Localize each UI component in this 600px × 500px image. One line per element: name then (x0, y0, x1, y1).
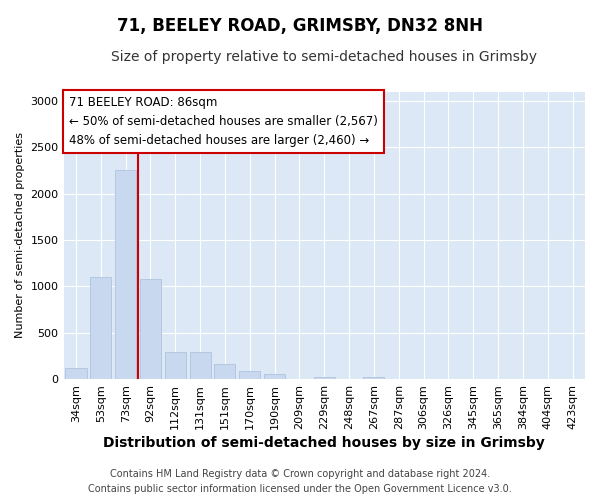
Bar (264, 374, 285, 379)
Text: 71 BEELEY ROAD: 86sqm
← 50% of semi-detached houses are smaller (2,567)
48% of s: 71 BEELEY ROAD: 86sqm ← 50% of semi-deta… (69, 96, 377, 147)
Bar (65, 368, 86, 379)
Bar (364, 377, 385, 379)
Bar (140, 280, 161, 379)
Title: Size of property relative to semi-detached houses in Grimsby: Size of property relative to semi-detach… (111, 50, 537, 64)
Text: Contains HM Land Registry data © Crown copyright and database right 2024.
Contai: Contains HM Land Registry data © Crown c… (88, 469, 512, 494)
Bar (165, 352, 186, 379)
Text: 71, BEELEY ROAD, GRIMSBY, DN32 8NH: 71, BEELEY ROAD, GRIMSBY, DN32 8NH (117, 18, 483, 36)
Bar (239, 370, 260, 379)
Bar (115, 170, 136, 379)
X-axis label: Distribution of semi-detached houses by size in Grimsby: Distribution of semi-detached houses by … (103, 436, 545, 450)
Bar (190, 352, 211, 379)
Bar (90, 277, 112, 379)
Y-axis label: Number of semi-detached properties: Number of semi-detached properties (15, 132, 25, 338)
Bar (314, 377, 335, 379)
Bar (214, 364, 235, 379)
